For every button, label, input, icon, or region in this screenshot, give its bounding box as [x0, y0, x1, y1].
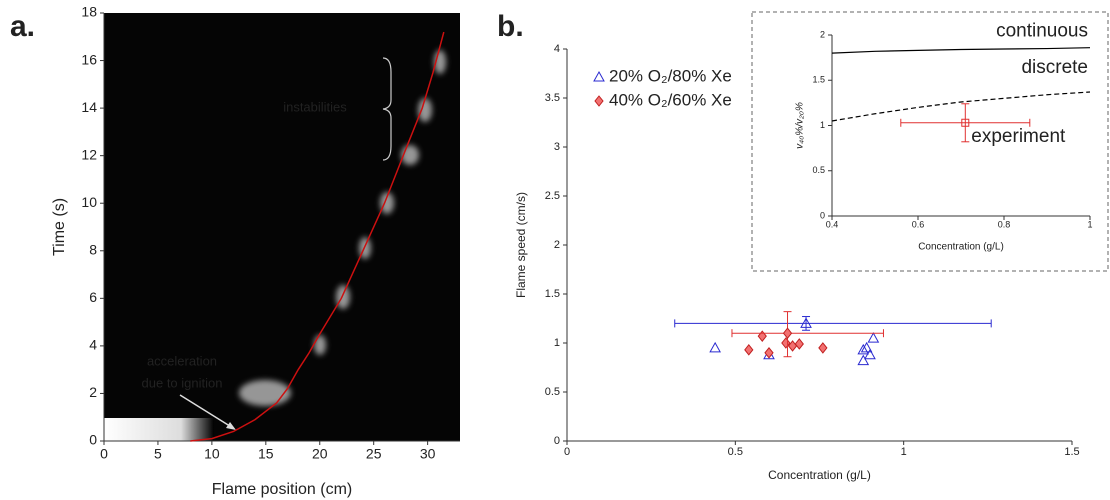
- x-tick-label: 0.5: [728, 446, 743, 458]
- marker: [864, 348, 876, 360]
- x-tick-label: 0: [564, 446, 570, 458]
- marker: [757, 330, 767, 342]
- y-tick-label: 2: [554, 239, 560, 251]
- marker: [744, 344, 754, 356]
- legend-marker: [594, 95, 604, 107]
- legend-marker: [593, 70, 605, 82]
- y-tick-label: 1.5: [545, 288, 560, 300]
- x-axis-label: Concentration (g/L): [918, 242, 1004, 253]
- line-label: continuous: [996, 21, 1088, 42]
- y-tick-label: 1.5: [812, 75, 825, 85]
- x-tick-label: 1: [1087, 219, 1092, 229]
- y-tick-label: 0: [554, 435, 560, 447]
- marker: [709, 341, 721, 353]
- y-tick-label: 1: [820, 120, 825, 130]
- y-tick-label: 0: [820, 210, 825, 220]
- x-tick-label: 10: [204, 446, 220, 462]
- x-tick-label: 1.5: [1064, 446, 1079, 458]
- line: [831, 91, 1091, 122]
- x-tick-label: 0.8: [998, 219, 1011, 229]
- x-tick-label: 1: [901, 446, 907, 458]
- y-tick-label: 6: [89, 289, 97, 305]
- panel-label: a.: [10, 10, 35, 43]
- marker: [782, 327, 793, 340]
- y-tick-label: 10: [81, 194, 97, 210]
- y-tick-label: 0: [89, 432, 97, 448]
- y-tick-label: 0.5: [545, 386, 560, 398]
- x-tick-label: 5: [154, 446, 162, 462]
- x-tick-label: 0: [100, 446, 108, 462]
- legend-label: 20% O₂/80% Xe: [609, 66, 732, 85]
- x-tick-label: 25: [366, 446, 382, 462]
- y-tick-label: 14: [81, 99, 97, 115]
- inset-frame: [751, 11, 1109, 272]
- y-tick-label: 12: [81, 146, 97, 162]
- line: [831, 47, 1091, 54]
- x-tick-label: 15: [258, 446, 274, 462]
- marker: [818, 342, 828, 354]
- x-axis-label: Concentration (g/L): [768, 468, 871, 482]
- marker: [800, 317, 812, 328]
- y-tick-label: 3: [554, 141, 560, 153]
- x-tick-label: 0.4: [826, 219, 839, 229]
- legend-label: 40% O₂/60% Xe: [609, 90, 732, 109]
- flame-photo: [104, 13, 460, 441]
- y-tick-label: 2.5: [545, 190, 560, 202]
- panel-label: b.: [497, 10, 524, 43]
- y-axis-label: Flame speed (cm/s): [514, 192, 528, 298]
- marker: [794, 338, 804, 350]
- line: [190, 31, 445, 442]
- x-tick-label: 0.6: [912, 219, 925, 229]
- y-tick-label: 3.5: [545, 92, 560, 104]
- line-label: discrete: [1021, 57, 1088, 78]
- y-tick-label: 2: [89, 384, 97, 400]
- marker: [860, 341, 873, 353]
- y-tick-label: 4: [89, 337, 97, 353]
- x-tick-label: 30: [420, 446, 436, 462]
- y-axis-label: Time (s): [51, 198, 68, 256]
- y-tick-label: 16: [81, 51, 97, 67]
- annotation: due to ignition: [142, 375, 223, 390]
- x-tick-label: 20: [312, 446, 328, 462]
- marker: [857, 354, 870, 366]
- y-tick-label: 0.5: [812, 165, 825, 175]
- marker: [764, 346, 774, 359]
- annotation: acceleration: [147, 353, 217, 368]
- x-axis-label: Flame position (cm): [212, 481, 352, 498]
- y-tick-label: 2: [820, 29, 825, 39]
- y-axis-label: v₄₀%/v₂₀%: [795, 102, 806, 149]
- annotation: instabilities: [283, 99, 347, 114]
- y-tick-label: 8: [89, 241, 97, 257]
- marker: [857, 343, 870, 355]
- marker: [867, 332, 880, 343]
- y-tick-label: 1: [554, 337, 560, 349]
- marker: [961, 118, 970, 127]
- y-tick-label: 4: [554, 43, 560, 55]
- y-tick-label: 18: [81, 4, 97, 20]
- point-label: experiment: [971, 126, 1066, 147]
